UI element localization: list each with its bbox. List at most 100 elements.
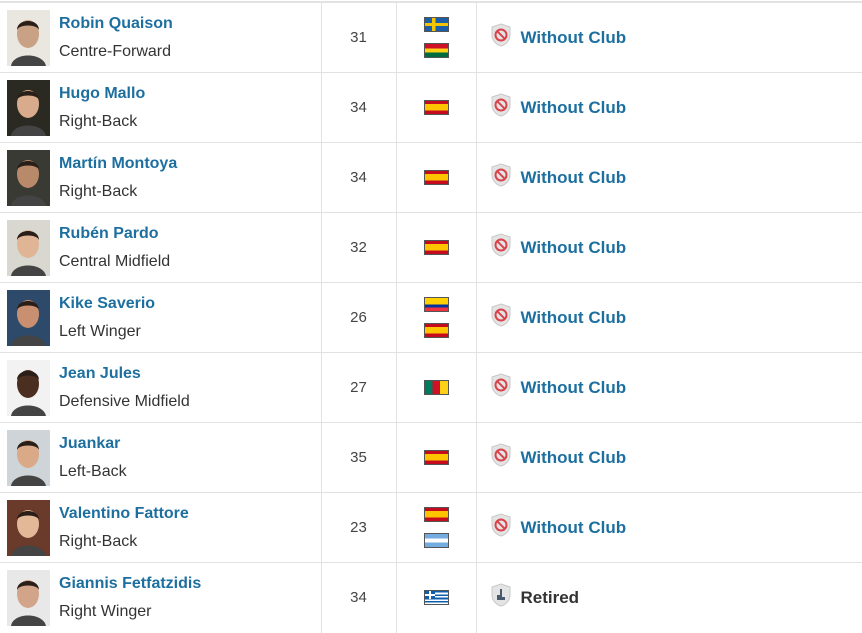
no-club-shield-icon bbox=[490, 443, 521, 472]
player-cell: Juankar Left-Back bbox=[0, 422, 322, 493]
status-link[interactable]: Without Club bbox=[520, 447, 627, 467]
flag-ec-icon: EC bbox=[423, 297, 449, 312]
player-position: Right-Back bbox=[59, 112, 138, 130]
player-photo[interactable] bbox=[7, 429, 50, 486]
age-cell: 31 bbox=[321, 2, 397, 73]
age-cell: 26 bbox=[321, 282, 397, 353]
player-position: Centre-Forward bbox=[59, 42, 172, 60]
status-cell: Without Club bbox=[476, 72, 862, 143]
player-cell: Hugo Mallo Right-Back bbox=[0, 72, 322, 143]
flag-es-icon: ES bbox=[423, 170, 449, 185]
player-name-link[interactable]: Martín Montoya bbox=[59, 154, 178, 172]
age-cell: 34 bbox=[321, 72, 397, 143]
player-cell: Valentino Fattore Right-Back bbox=[0, 492, 322, 563]
player-name-link[interactable]: Valentino Fattore bbox=[59, 504, 189, 522]
nationality-cell: ES bbox=[396, 142, 477, 213]
flag-ar-icon: AR bbox=[423, 533, 449, 548]
no-club-shield-icon bbox=[490, 513, 521, 542]
age-cell: 27 bbox=[321, 352, 397, 423]
flag-se-icon: SE bbox=[423, 17, 449, 32]
status-cell: Without Club bbox=[476, 352, 862, 423]
table-row: Hugo Mallo Right-Back 34 ES Without Club bbox=[0, 72, 862, 143]
age-cell: 34 bbox=[321, 562, 397, 633]
no-club-shield-icon bbox=[490, 303, 521, 332]
nationality-cell: CM bbox=[396, 352, 477, 423]
status-link[interactable]: Without Club bbox=[520, 517, 627, 537]
player-position: Right-Back bbox=[59, 532, 138, 550]
player-cell: Giannis Fetfatzidis Right Winger bbox=[0, 562, 322, 633]
age-cell: 34 bbox=[321, 142, 397, 213]
nationality-cell: SE GH bbox=[396, 2, 477, 73]
table-top-border bbox=[0, 0, 862, 2]
player-name-link[interactable]: Rubén Pardo bbox=[59, 224, 159, 242]
player-name-link[interactable]: Giannis Fetfatzidis bbox=[59, 574, 202, 592]
status-link[interactable]: Without Club bbox=[520, 167, 627, 187]
table-row: Giannis Fetfatzidis Right Winger 34 GR R… bbox=[0, 562, 862, 633]
player-position: Right Winger bbox=[59, 602, 152, 620]
no-club-shield-icon bbox=[490, 93, 521, 122]
no-club-shield-icon bbox=[490, 233, 521, 262]
status-cell: Retired bbox=[476, 562, 862, 633]
age-cell: 35 bbox=[321, 422, 397, 493]
flag-es-icon: ES bbox=[423, 450, 449, 465]
no-club-shield-icon bbox=[490, 23, 521, 52]
player-position: Right-Back bbox=[59, 182, 138, 200]
status-cell: Without Club bbox=[476, 212, 862, 283]
status-text: Retired bbox=[520, 587, 580, 607]
player-photo[interactable] bbox=[7, 219, 50, 276]
age-cell: 23 bbox=[321, 492, 397, 563]
status-link[interactable]: Without Club bbox=[520, 377, 627, 397]
player-position: Defensive Midfield bbox=[59, 392, 190, 410]
nationality-cell: ES bbox=[396, 422, 477, 493]
table-row: Rubén Pardo Central Midfield 32 ES Witho… bbox=[0, 212, 862, 283]
player-photo[interactable] bbox=[7, 149, 50, 206]
player-cell: Martín Montoya Right-Back bbox=[0, 142, 322, 213]
age-cell: 32 bbox=[321, 212, 397, 283]
player-name-link[interactable]: Kike Saverio bbox=[59, 294, 156, 312]
flag-es-icon: ES bbox=[423, 507, 449, 522]
player-position: Left-Back bbox=[59, 462, 127, 480]
player-photo[interactable] bbox=[7, 499, 50, 556]
status-cell: Without Club bbox=[476, 142, 862, 213]
status-link[interactable]: Without Club bbox=[520, 97, 627, 117]
player-name-link[interactable]: Hugo Mallo bbox=[59, 84, 146, 102]
nationality-cell: ES bbox=[396, 212, 477, 283]
flag-gr-icon: GR bbox=[423, 590, 449, 606]
player-position: Central Midfield bbox=[59, 252, 171, 270]
player-cell: Jean Jules Defensive Midfield bbox=[0, 352, 322, 423]
player-cell: Kike Saverio Left Winger bbox=[0, 282, 322, 353]
status-cell: Without Club bbox=[476, 492, 862, 563]
table-row: Robin Quaison Centre-Forward 31 SE GH Wit… bbox=[0, 2, 862, 73]
table-row: Valentino Fattore Right-Back 23 ES AR Wit… bbox=[0, 492, 862, 563]
player-name-link[interactable]: Robin Quaison bbox=[59, 14, 173, 32]
player-name-link[interactable]: Jean Jules bbox=[59, 364, 141, 382]
player-photo[interactable] bbox=[7, 79, 50, 136]
no-club-shield-icon bbox=[490, 373, 521, 402]
player-cell: Rubén Pardo Central Midfield bbox=[0, 212, 322, 283]
table-row: Kike Saverio Left Winger 26 EC ES Without… bbox=[0, 282, 862, 353]
flag-es-icon: ES bbox=[423, 323, 449, 338]
player-photo[interactable] bbox=[7, 289, 50, 346]
status-cell: Without Club bbox=[476, 2, 862, 73]
nationality-cell: GR bbox=[396, 562, 477, 633]
flag-es-icon: ES bbox=[423, 240, 449, 255]
table-row: Juankar Left-Back 35 ES Without Club bbox=[0, 422, 862, 493]
table-row: Jean Jules Defensive Midfield 27 CM With… bbox=[0, 352, 862, 423]
flag-es-icon: ES bbox=[423, 100, 449, 115]
player-name-link[interactable]: Juankar bbox=[59, 434, 121, 452]
status-link[interactable]: Without Club bbox=[520, 27, 627, 47]
retired-shield-icon bbox=[490, 583, 521, 612]
flag-gh-icon: GH bbox=[423, 43, 449, 58]
flag-cm-icon: CM bbox=[423, 380, 449, 395]
player-cell: Robin Quaison Centre-Forward bbox=[0, 2, 322, 73]
player-position: Left Winger bbox=[59, 322, 141, 340]
player-photo[interactable] bbox=[7, 9, 50, 66]
nationality-cell: ES bbox=[396, 72, 477, 143]
status-link[interactable]: Without Club bbox=[520, 307, 627, 327]
status-link[interactable]: Without Club bbox=[520, 237, 627, 257]
player-photo[interactable] bbox=[7, 359, 50, 416]
no-club-shield-icon bbox=[490, 163, 521, 192]
nationality-cell: ES AR bbox=[396, 492, 477, 563]
player-photo[interactable] bbox=[7, 569, 50, 626]
